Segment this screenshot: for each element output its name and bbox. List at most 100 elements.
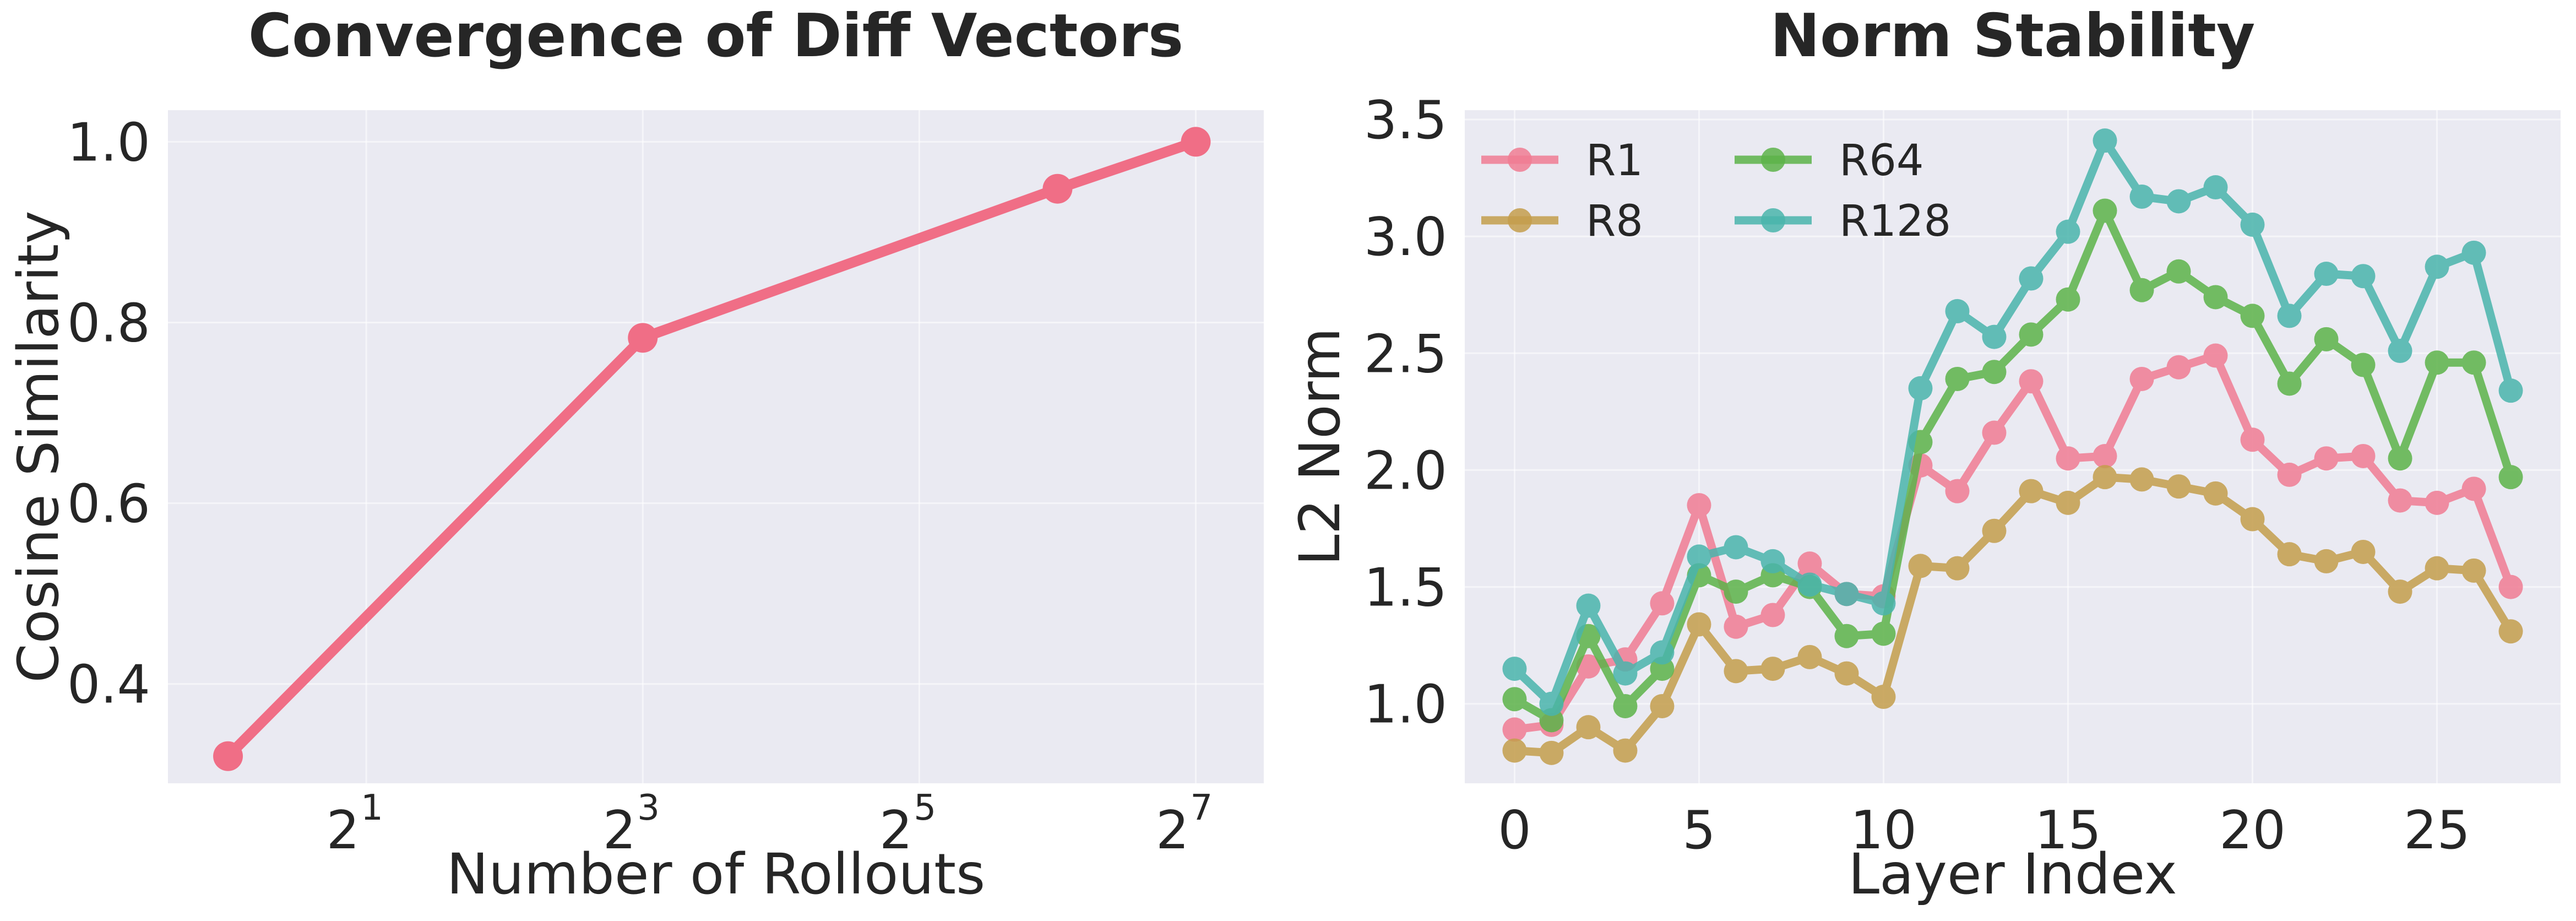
data-point xyxy=(1613,661,1638,686)
data-point xyxy=(2388,339,2412,364)
data-point xyxy=(2240,212,2265,237)
y-tick-label: 1.0 xyxy=(1364,675,1447,735)
data-point xyxy=(1042,174,1073,204)
data-point xyxy=(1834,624,1859,648)
data-point xyxy=(1502,657,1527,681)
data-point xyxy=(2056,219,2080,244)
data-point xyxy=(2240,304,2265,328)
data-point xyxy=(2093,198,2117,223)
data-point xyxy=(1687,544,1711,569)
data-point xyxy=(2314,549,2339,573)
data-point xyxy=(1502,687,1527,712)
series-R128 xyxy=(1502,128,2523,716)
left-chart-title: Convergence of Diff Vectors xyxy=(248,2,1183,71)
left-y-axis-label: Cosine Similarity xyxy=(6,210,72,682)
data-point xyxy=(1650,591,1675,616)
data-point xyxy=(1760,549,1785,573)
data-point xyxy=(2498,575,2523,599)
data-point xyxy=(2203,481,2228,506)
data-point xyxy=(2388,579,2412,604)
left-x-axis-label: Number of Rollouts xyxy=(447,842,985,907)
data-point xyxy=(1871,591,1896,616)
data-point xyxy=(2351,443,2376,468)
data-point xyxy=(1650,640,1675,665)
series-line xyxy=(1510,207,2515,724)
data-point xyxy=(2351,264,2376,289)
right-legend: R1 R8 R64 R128 xyxy=(1481,136,1951,246)
legend-item: R128 xyxy=(1735,197,1951,246)
data-point xyxy=(1724,579,1748,604)
data-point xyxy=(1760,603,1785,627)
series-line xyxy=(1510,473,2515,757)
data-point xyxy=(2166,259,2191,284)
data-point xyxy=(2129,278,2154,302)
data-point xyxy=(2425,490,2449,515)
x-tick-exponent: 1 xyxy=(361,788,383,828)
data-point xyxy=(2093,443,2117,468)
y-tick-label: 0.6 xyxy=(67,474,150,535)
data-point xyxy=(2351,539,2376,564)
data-point xyxy=(1724,659,1748,684)
data-point xyxy=(1724,614,1748,639)
data-point xyxy=(2425,350,2449,375)
series-line xyxy=(222,136,1201,762)
left-plot-area xyxy=(168,110,1264,783)
data-point xyxy=(2314,327,2339,351)
right-y-ticks: 1.0 1.5 2.0 2.5 3.0 3.5 xyxy=(1364,90,1447,735)
x-tick-exponent: 7 xyxy=(1191,788,1213,828)
data-point xyxy=(2056,446,2080,471)
left-grid xyxy=(168,110,1264,783)
legend-label: R8 xyxy=(1586,197,1643,246)
data-point xyxy=(2019,369,2044,394)
right-x-axis-label: Layer Index xyxy=(1848,842,2177,907)
data-point xyxy=(2425,556,2449,581)
left-series xyxy=(213,127,1211,771)
x-tick-base: 2 xyxy=(327,800,360,861)
y-tick-label: 1.0 xyxy=(67,112,150,173)
y-tick-label: 2.0 xyxy=(1364,441,1447,501)
data-point xyxy=(2498,378,2523,403)
data-point xyxy=(1181,127,1211,157)
y-tick-label: 3.0 xyxy=(1364,207,1447,268)
x-tick-label: 20 xyxy=(2219,800,2286,861)
data-point xyxy=(1945,479,1970,503)
x-tick-exponent: 3 xyxy=(637,788,660,828)
data-point xyxy=(1650,694,1675,718)
data-point xyxy=(1613,694,1638,718)
data-point xyxy=(1724,535,1748,560)
data-point xyxy=(2498,619,2523,644)
data-point xyxy=(1908,554,1933,578)
data-point xyxy=(1982,518,2007,543)
legend-swatch-marker xyxy=(1761,148,1785,172)
data-point xyxy=(2019,266,2044,291)
series-line-0 xyxy=(213,127,1211,771)
x-tick-base: 2 xyxy=(603,800,636,861)
data-point xyxy=(628,323,658,353)
data-point xyxy=(2461,350,2486,375)
data-point xyxy=(1982,420,2007,445)
data-point xyxy=(2056,490,2080,515)
data-point xyxy=(1871,621,1896,646)
right-y-axis-label: L2 Norm xyxy=(1287,328,1353,566)
series-R64 xyxy=(1502,198,2523,733)
y-tick-label: 0.4 xyxy=(67,655,150,716)
data-point xyxy=(2056,287,2080,312)
x-tick-label: 15 xyxy=(2035,800,2101,861)
data-point xyxy=(2498,465,2523,490)
data-point xyxy=(2203,285,2228,310)
data-point xyxy=(2240,427,2265,452)
data-point xyxy=(1502,717,1527,742)
data-point xyxy=(2314,446,2339,471)
y-tick-label: 2.5 xyxy=(1364,324,1447,384)
data-point xyxy=(2019,322,2044,347)
data-point xyxy=(2129,467,2154,492)
data-point xyxy=(1834,661,1859,686)
x-tick-base: 2 xyxy=(1156,800,1189,861)
data-point xyxy=(1945,299,1970,323)
data-point xyxy=(1834,582,1859,606)
